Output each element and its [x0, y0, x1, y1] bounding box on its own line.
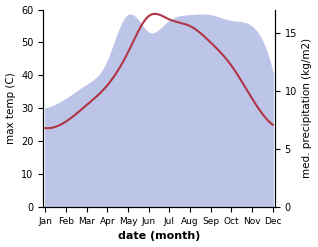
Y-axis label: max temp (C): max temp (C): [5, 72, 16, 144]
X-axis label: date (month): date (month): [118, 231, 200, 242]
Y-axis label: med. precipitation (kg/m2): med. precipitation (kg/m2): [302, 38, 313, 178]
